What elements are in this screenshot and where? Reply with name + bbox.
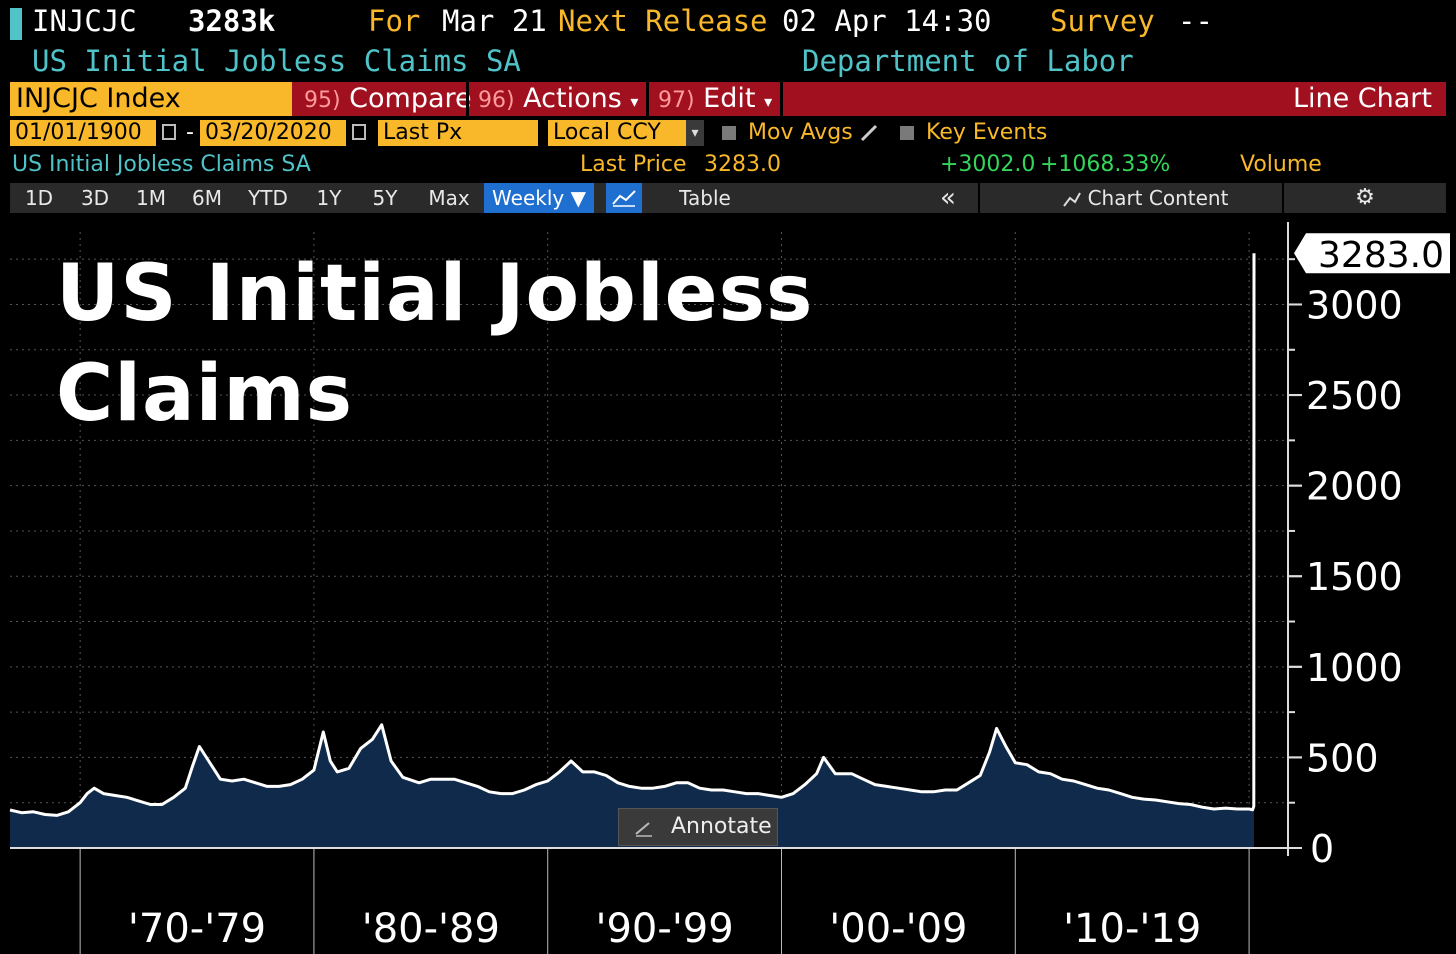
collapse-icon[interactable]: « bbox=[940, 183, 956, 213]
table-button[interactable]: Table bbox=[679, 186, 731, 210]
ticker-value: 3283k bbox=[188, 4, 276, 38]
y-tick-label: 500 bbox=[1306, 736, 1379, 780]
range-tabs: 1D 3D 1M 6M YTD 1Y 5Y Max Weekly ▼ Table… bbox=[10, 183, 1446, 213]
chart-settings: 01/01/1900 - 03/20/2020 Last Px Local CC… bbox=[10, 118, 1446, 148]
last-price-value: 3283.0 bbox=[704, 152, 781, 177]
x-tick-label: '90-'99 bbox=[595, 906, 733, 952]
change-percent: +1068.33% bbox=[1040, 152, 1171, 177]
gear-icon[interactable]: ⚙ bbox=[1355, 185, 1375, 210]
mov-avgs-checkbox[interactable] bbox=[722, 126, 736, 140]
mov-avgs-label: Mov Avgs bbox=[748, 120, 853, 145]
tab-5y[interactable]: 5Y bbox=[372, 186, 398, 210]
tab-max[interactable]: Max bbox=[428, 186, 470, 210]
start-date-field[interactable]: 01/01/1900 bbox=[10, 120, 156, 146]
last-value-tag: 3283.0 bbox=[1294, 233, 1450, 276]
compare-button[interactable]: 95) Compare bbox=[304, 82, 472, 116]
actions-label: Actions bbox=[523, 83, 622, 114]
edit-button[interactable]: 97) Edit ▾ bbox=[658, 82, 772, 116]
price-field[interactable]: Last Px bbox=[378, 120, 538, 146]
overlay-title: US Initial Jobless Claims bbox=[56, 244, 956, 444]
overlay-title-line1: US Initial Jobless bbox=[56, 249, 814, 339]
for-label: For bbox=[368, 4, 421, 38]
key-events-label: Key Events bbox=[926, 120, 1048, 145]
next-release-label: Next Release bbox=[558, 4, 768, 38]
date-dash: - bbox=[186, 120, 194, 145]
annotate-button[interactable]: Annotate bbox=[618, 808, 778, 846]
last-price-label: Last Price bbox=[580, 152, 687, 177]
survey-label: Survey bbox=[1050, 4, 1155, 38]
next-release-value: 02 Apr 14:30 bbox=[782, 4, 992, 38]
volume-label: Volume bbox=[1240, 152, 1322, 177]
compare-label: Compare bbox=[349, 83, 472, 114]
tab-6m[interactable]: 6M bbox=[192, 186, 222, 210]
change-absolute: +3002.0 bbox=[940, 152, 1036, 177]
tab-1m[interactable]: 1M bbox=[136, 186, 166, 210]
legend-series: US Initial Jobless Claims SA bbox=[12, 152, 311, 177]
tab-1y[interactable]: 1Y bbox=[316, 186, 342, 210]
y-tick-label: 0 bbox=[1310, 827, 1334, 871]
key-events-checkbox[interactable] bbox=[900, 126, 914, 140]
x-tick-label: '80-'89 bbox=[362, 906, 500, 952]
y-tick-label: 2500 bbox=[1306, 374, 1403, 418]
calendar-icon[interactable] bbox=[162, 124, 176, 140]
y-tick-label: 3000 bbox=[1306, 283, 1403, 327]
chart-content-icon bbox=[1062, 192, 1081, 207]
actions-button[interactable]: 96) Actions ▾ bbox=[478, 82, 638, 116]
chart-content-label: Chart Content bbox=[1087, 186, 1229, 210]
last-value-text: 3283.0 bbox=[1318, 235, 1444, 276]
x-tick-label: '10-'19 bbox=[1063, 906, 1201, 952]
edit-number: 97) bbox=[658, 88, 695, 113]
command-bar: INJCJC Index 95) Compare 96) Actions ▾ 9… bbox=[10, 82, 1446, 116]
tab-3d[interactable]: 3D bbox=[80, 186, 110, 210]
annotate-label: Annotate bbox=[671, 814, 772, 839]
actions-number: 96) bbox=[478, 88, 515, 113]
line-chart-icon[interactable] bbox=[606, 183, 642, 213]
survey-value: -- bbox=[1178, 4, 1213, 38]
legend-bar: US Initial Jobless Claims SA Last Price … bbox=[10, 150, 1446, 180]
x-tick-label: '70-'79 bbox=[128, 906, 266, 952]
calendar-icon[interactable] bbox=[352, 124, 366, 140]
decade-separators bbox=[79, 848, 1250, 954]
y-tick-label: 1500 bbox=[1306, 555, 1403, 599]
claims-line bbox=[9, 253, 1256, 817]
for-date: Mar 21 bbox=[442, 4, 547, 38]
index-field[interactable]: INJCJC Index bbox=[10, 82, 292, 116]
y-axis: 0 500 1000 1500 2000 2500 3000 bbox=[1287, 222, 1403, 871]
ticker-code: INJCJC bbox=[32, 4, 137, 38]
chevron-down-icon: ▾ bbox=[764, 92, 773, 111]
x-tick-label: '00-'09 bbox=[829, 906, 967, 952]
chart-type-label[interactable]: Line Chart bbox=[1292, 83, 1432, 114]
chart-content-button[interactable]: Chart Content bbox=[1040, 183, 1250, 213]
data-source: Department of Labor bbox=[802, 44, 1134, 78]
series-header: US Initial Jobless Claims SA Department … bbox=[0, 44, 1456, 80]
ticker-header: INJCJC 3283k For Mar 21 Next Release 02 … bbox=[10, 4, 1446, 42]
last-value-box bbox=[1294, 233, 1450, 274]
pencil-icon bbox=[635, 822, 652, 837]
chevron-down-icon: ▾ bbox=[630, 92, 639, 111]
x-axis: '70-'79 '80-'89 '90-'99 '00-'09 '10-'19 bbox=[10, 847, 1288, 952]
currency-field[interactable]: Local CCY bbox=[548, 120, 686, 146]
pencil-icon[interactable] bbox=[858, 122, 880, 144]
chart-grid bbox=[10, 232, 1288, 848]
end-date-field[interactable]: 03/20/2020 bbox=[200, 120, 346, 146]
tab-ytd[interactable]: YTD bbox=[248, 186, 288, 210]
edit-label: Edit bbox=[703, 83, 756, 114]
y-tick-label: 1000 bbox=[1306, 646, 1403, 690]
series-name: US Initial Jobless Claims SA bbox=[32, 44, 521, 78]
cursor-marker bbox=[10, 8, 22, 40]
overlay-title-line2: Claims bbox=[56, 349, 354, 439]
frequency-dropdown[interactable]: Weekly ▼ bbox=[484, 183, 594, 213]
y-tick-label: 2000 bbox=[1306, 465, 1403, 509]
tab-1d[interactable]: 1D bbox=[24, 186, 54, 210]
compare-number: 95) bbox=[304, 88, 341, 113]
chevron-down-icon[interactable]: ▾ bbox=[686, 120, 704, 146]
